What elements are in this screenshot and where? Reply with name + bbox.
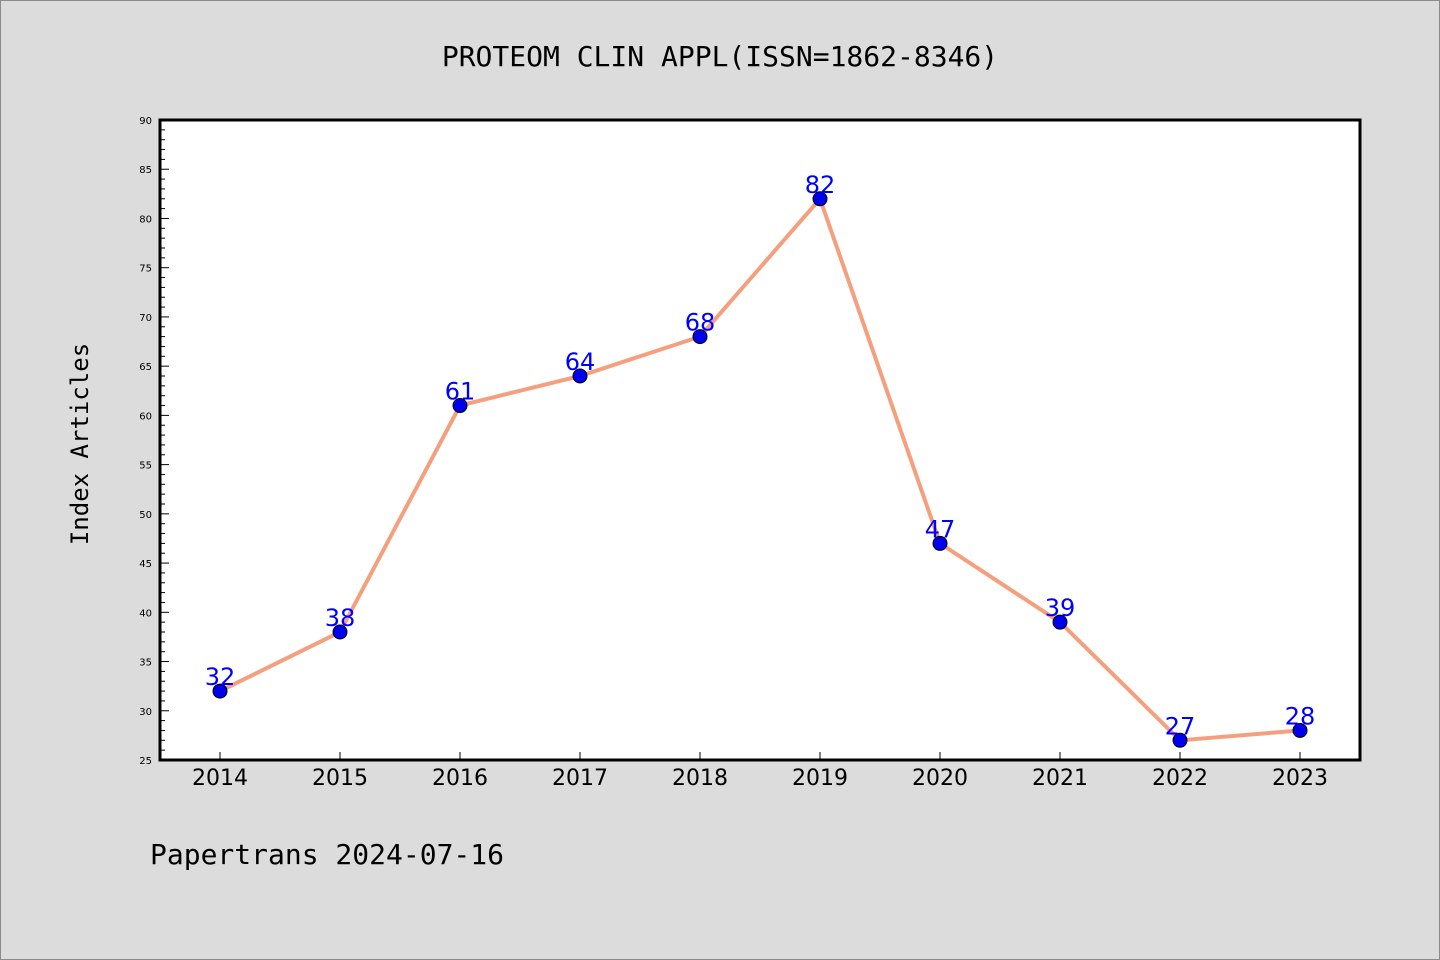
x-tick-label: 2017 [552,766,608,791]
y-tick-label: 80 [139,214,152,225]
data-point [212,683,228,699]
x-tick-label: 2015 [312,766,368,791]
x-tick-label: 2021 [1032,766,1088,791]
data-point [572,368,588,384]
y-tick-label: 75 [139,264,152,275]
series-line [218,196,1302,743]
data-labels: 32 38 61 64 68 82 47 39 27 28 [205,171,1316,741]
data-point [452,398,468,414]
data-point [1172,732,1188,748]
data-label: 28 [1285,702,1316,730]
x-tick-label: 2022 [1152,766,1208,791]
y-axis-label: Index Articles [66,343,94,545]
y-tick-label: 90 [139,116,152,127]
y-tick-label: 35 [139,658,152,669]
y-tick-label: 40 [139,608,152,619]
x-tick-label: 2020 [912,766,968,791]
data-label: 68 [685,309,716,337]
y-tick-label: 50 [139,510,152,521]
x-tick-label: 2016 [432,766,488,791]
y-tick-label: 45 [139,559,152,570]
data-label: 82 [805,171,836,199]
data-label: 38 [325,604,356,632]
data-point [812,191,828,207]
data-label: 27 [1165,712,1196,740]
data-point [332,624,348,640]
data-label: 32 [205,663,236,691]
x-tick-label: 2023 [1272,766,1328,791]
data-label: 47 [925,515,956,543]
data-label: 61 [445,378,476,406]
x-axis-ticks: 2014 2015 2016 2017 2018 2019 2020 2021 2022 2023 [192,752,1328,791]
y-tick-label: 55 [139,461,152,472]
data-point [692,329,708,345]
data-label: 39 [1045,594,1076,622]
y-tick-label: 85 [139,165,152,176]
data-point [932,535,948,551]
series-markers [212,191,1308,748]
y-tick-label: 60 [139,411,152,422]
footer-text: Papertrans 2024-07-16 [150,838,504,871]
y-tick-label: 30 [139,707,152,718]
plot-border [158,118,1362,762]
data-label: 64 [565,348,596,376]
y-tick-label: 70 [139,313,152,324]
y-tick-label: 65 [139,362,152,373]
x-tick-label: 2014 [192,766,248,791]
x-tick-label: 2018 [672,766,728,791]
data-point [1292,722,1308,738]
data-point [1052,614,1068,630]
chart-title: PROTEOM CLIN APPL(ISSN=1862-8346) [442,40,998,73]
plot-area [160,120,1360,760]
series-polyline [218,196,1302,743]
x-tick-label: 2019 [792,766,848,791]
y-tick-label: 25 [139,756,152,767]
